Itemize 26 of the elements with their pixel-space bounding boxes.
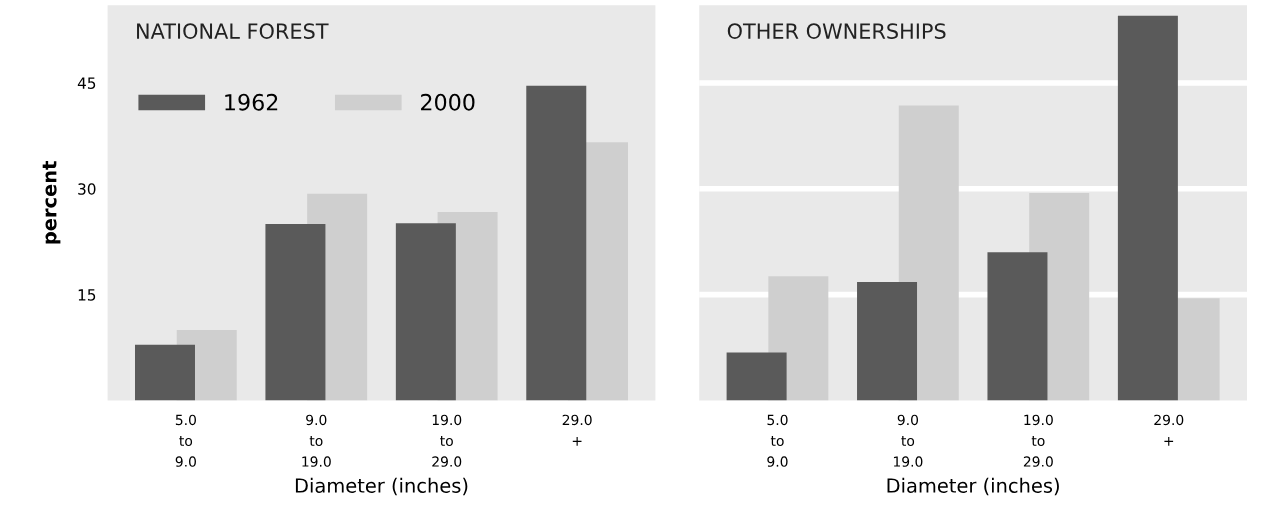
- bar: [987, 252, 1048, 401]
- bar: [395, 223, 456, 401]
- x-tick-label: 19.0 to 29.0: [432, 414, 462, 467]
- x-tick-label: 5.0 to 9.0: [175, 414, 196, 467]
- bar: [1117, 15, 1178, 401]
- x-tick-label: 29.0 +: [1154, 414, 1184, 446]
- x-tick-label: 9.0 to 19.0: [302, 414, 331, 467]
- x-tick-label: 29.0 +: [562, 414, 592, 446]
- x-axis-title: Diameter (inches): [887, 477, 1059, 496]
- bar: [857, 281, 918, 401]
- x-tick-label: 9.0 to 19.0: [893, 414, 923, 467]
- y-tick-label: 30: [78, 183, 96, 195]
- y-tick-label: 15: [78, 289, 96, 301]
- bar: [265, 224, 326, 401]
- x-tick-label: 5.0 to 9.0: [767, 414, 788, 467]
- text: NATIONAL FOREST: [137, 23, 329, 39]
- x-axis-title: Diameter (inches): [295, 477, 468, 496]
- y-tick-label: 45: [77, 77, 96, 89]
- bar: [526, 85, 587, 401]
- bar: [135, 344, 195, 401]
- legend-label: 2000: [421, 93, 475, 111]
- legend-label: 1962: [225, 93, 278, 111]
- text: OTHER OWNERSHIPS: [727, 23, 946, 39]
- y-axis-title: percent: [42, 161, 61, 244]
- x-tick-label: 19.0 to 29.0: [1023, 414, 1053, 467]
- bar: [726, 352, 787, 401]
